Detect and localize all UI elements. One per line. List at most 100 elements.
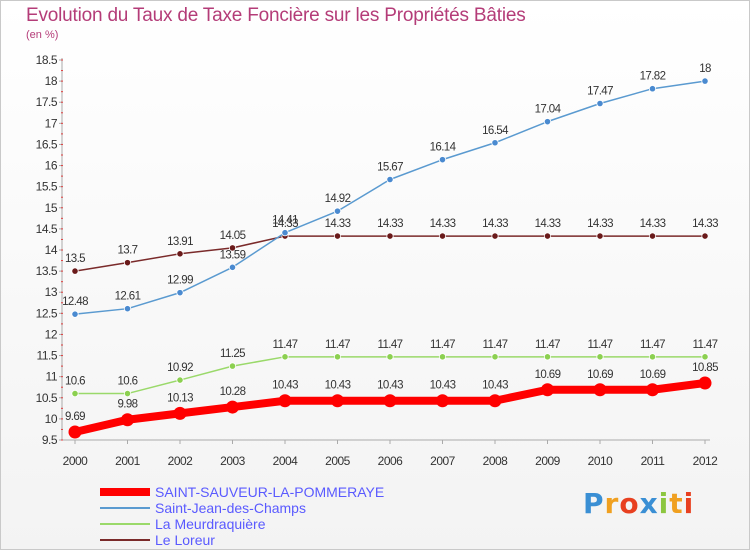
x-tick-label: 2012: [693, 454, 719, 468]
data-point: [701, 353, 709, 361]
data-point: [386, 353, 394, 361]
data-point: [648, 232, 657, 240]
data-point: [176, 289, 184, 297]
x-tick-label: 2002: [168, 454, 194, 468]
data-label: 14.05: [220, 230, 246, 242]
legend-swatch: [100, 539, 150, 541]
y-tick-label: 17.5: [36, 95, 58, 109]
data-label: 12.48: [62, 296, 88, 308]
logo-letter: i: [683, 487, 695, 520]
y-tick-label: 18.5: [36, 53, 58, 67]
data-label: 14.33: [482, 218, 508, 230]
data-point: [386, 175, 394, 184]
x-tick-label: 2010: [588, 454, 614, 468]
data-label: 10.43: [325, 380, 351, 392]
data-label: 10.43: [377, 380, 403, 392]
data-point: [176, 250, 184, 258]
y-tick-label: 11.5: [37, 349, 58, 363]
data-label: 10.43: [272, 380, 298, 392]
data-point: [68, 425, 82, 439]
data-point: [438, 156, 447, 164]
data-label: 14.33: [640, 218, 666, 230]
data-point: [71, 267, 79, 275]
logo-letter: x: [639, 487, 659, 520]
y-tick-label: 13: [45, 285, 58, 299]
data-label: 11.47: [535, 339, 560, 351]
data-label: 13.59: [220, 249, 246, 261]
chart-title: Evolution du Taux de Taxe Foncière sur l…: [26, 5, 526, 26]
data-label: 10.69: [535, 369, 561, 381]
y-tick-label: 17: [45, 116, 58, 130]
data-label: 15.67: [377, 161, 403, 173]
data-point: [543, 232, 552, 240]
data-point: [593, 383, 607, 397]
series-2: 10.6 10.6 10.92 11.25 11.47 11.47 11.47 11.47 11…: [65, 339, 718, 398]
data-label: 17.82: [640, 71, 666, 83]
data-point: [596, 353, 604, 361]
data-label: 11.47: [430, 339, 455, 351]
data-point: [491, 232, 499, 240]
data-label: 14.41: [272, 215, 298, 227]
x-tick-label: 2003: [220, 454, 246, 468]
data-point: [488, 394, 502, 408]
data-label: 9.98: [118, 399, 138, 411]
y-tick-label: 13.5: [36, 264, 58, 278]
data-point: [541, 383, 554, 397]
data-label: 14.33: [692, 218, 718, 230]
data-point: [491, 139, 499, 147]
y-tick-label: 15: [45, 201, 58, 215]
data-point: [491, 353, 499, 361]
data-point: [228, 244, 237, 252]
data-point: [71, 310, 79, 318]
logo-letter: i: [658, 487, 670, 520]
data-label: 17.47: [587, 85, 613, 97]
series-0: 9.69 9.98 10.13 10.28 10.43 10.43 10.43 10.43 10…: [65, 362, 719, 439]
legend-label: Le Loreur: [155, 532, 215, 548]
data-point: [383, 394, 397, 408]
legend-label: SAINT-SAUVEUR-LA-POMMERAYE: [155, 484, 385, 500]
legend-label: Saint-Jean-des-Champs: [155, 500, 306, 516]
data-label: 9.69: [65, 411, 85, 423]
data-label: 11.47: [378, 339, 403, 351]
data-point: [648, 85, 657, 93]
x-tick-label: 2008: [483, 454, 509, 468]
data-point: [123, 305, 132, 313]
data-label: 14.33: [377, 218, 403, 230]
data-point: [226, 400, 239, 414]
data-label: 10.69: [640, 369, 666, 381]
data-point: [278, 394, 292, 408]
chart-unit: (en %): [26, 29, 59, 41]
data-point: [71, 389, 79, 398]
data-label: 14.33: [272, 218, 298, 230]
data-label: 10.92: [167, 362, 193, 374]
data-point: [281, 229, 289, 237]
y-tick-label: 11: [46, 370, 58, 384]
data-label: 11.47: [273, 339, 298, 351]
logo-letter: P: [583, 487, 605, 520]
data-label: 14.33: [325, 218, 351, 230]
data-point: [543, 353, 552, 361]
data-label: 17.04: [535, 104, 562, 116]
data-label: 13.7: [118, 245, 138, 257]
data-point: [648, 353, 657, 361]
y-tick-label: 15.5: [36, 180, 58, 194]
y-tick-label: 16.5: [36, 137, 58, 151]
data-label: 14.33: [535, 218, 561, 230]
legend-swatch: [100, 507, 150, 509]
data-label: 11.47: [325, 339, 350, 351]
y-tick-label: 12: [45, 327, 58, 341]
legend-swatch: [100, 523, 150, 525]
data-point: [281, 353, 289, 361]
data-point: [173, 406, 187, 420]
data-point: [436, 394, 449, 408]
proxiti-logo: Proxiti: [583, 487, 694, 520]
data-point: [176, 376, 184, 384]
series-1: 12.48 12.61 12.99 13.59 14.41 14.92 15.67 16.14…: [62, 63, 712, 318]
data-point: [438, 232, 447, 240]
data-label: 11.47: [588, 339, 613, 351]
data-point: [331, 394, 344, 408]
data-label: 10.6: [65, 376, 85, 388]
y-tick-label: 12.5: [36, 306, 58, 320]
